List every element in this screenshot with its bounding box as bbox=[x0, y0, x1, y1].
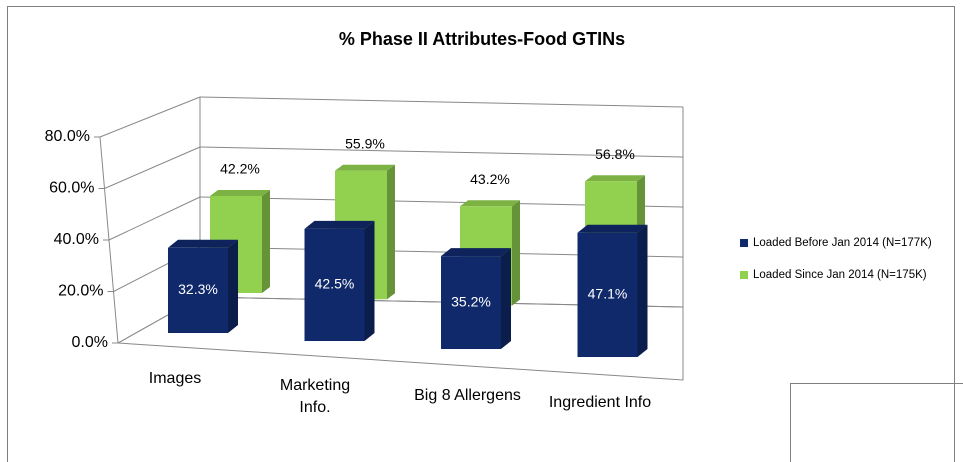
y-tick-label: 40.0% bbox=[54, 231, 99, 248]
bar-side bbox=[228, 239, 238, 333]
chart-title: % Phase II Attributes-Food GTINs bbox=[339, 29, 625, 49]
bar-side bbox=[364, 220, 375, 341]
bar-front bbox=[168, 247, 228, 333]
grid-line bbox=[199, 96, 684, 108]
y-tick-label: 80.0% bbox=[45, 128, 90, 145]
bar-front bbox=[304, 228, 365, 341]
value-label: 43.2% bbox=[470, 171, 510, 187]
bar-top bbox=[585, 175, 645, 182]
legend-swatch bbox=[740, 271, 748, 279]
x-tick-label: Ingredient Info bbox=[548, 394, 652, 411]
bar-top bbox=[335, 164, 395, 171]
grid-line-side bbox=[108, 196, 201, 241]
chart-border bbox=[7, 6, 955, 462]
bar bbox=[168, 239, 238, 333]
bar-side bbox=[262, 189, 270, 293]
legend-label: Loaded Since Jan 2014 (N=175K) bbox=[753, 269, 927, 281]
value-label: 35.2% bbox=[451, 293, 491, 309]
bar-side bbox=[387, 164, 395, 300]
bar-front bbox=[577, 232, 638, 357]
grid-line-side bbox=[99, 96, 201, 138]
y-tick-label: 0.0% bbox=[72, 334, 108, 351]
legend-swatch bbox=[740, 239, 748, 247]
bar bbox=[577, 224, 648, 357]
bar bbox=[441, 248, 511, 349]
legend-label: Loaded Before Jan 2014 (N=177K) bbox=[753, 237, 932, 249]
value-label: 42.5% bbox=[315, 276, 355, 292]
y-tick-label: 20.0% bbox=[58, 283, 103, 300]
value-label: 47.1% bbox=[588, 286, 628, 302]
bar-side bbox=[501, 248, 511, 349]
value-label: 55.9% bbox=[345, 135, 385, 151]
y-tick-label: 60.0% bbox=[49, 180, 94, 197]
value-label: 32.3% bbox=[178, 281, 218, 297]
bar-side bbox=[512, 200, 520, 306]
x-tick-label: Marketing Info. bbox=[279, 377, 351, 416]
bar-top bbox=[577, 224, 648, 233]
bar-front bbox=[441, 256, 501, 349]
bar-top bbox=[460, 200, 520, 207]
bar bbox=[304, 220, 375, 341]
value-label: 56.8% bbox=[595, 146, 635, 162]
value-label: 42.2% bbox=[220, 161, 260, 177]
bar-top bbox=[304, 220, 375, 229]
x-tick-label: Big 8 Allergens bbox=[414, 387, 521, 404]
bar-top bbox=[210, 189, 270, 196]
overlay-box bbox=[790, 383, 963, 462]
x-tick-label: Images bbox=[148, 370, 202, 387]
bar-top bbox=[441, 248, 511, 257]
grid-line bbox=[199, 146, 684, 158]
grid-line-side bbox=[104, 146, 201, 189]
bar-side bbox=[637, 224, 648, 357]
bar-top bbox=[168, 239, 238, 248]
